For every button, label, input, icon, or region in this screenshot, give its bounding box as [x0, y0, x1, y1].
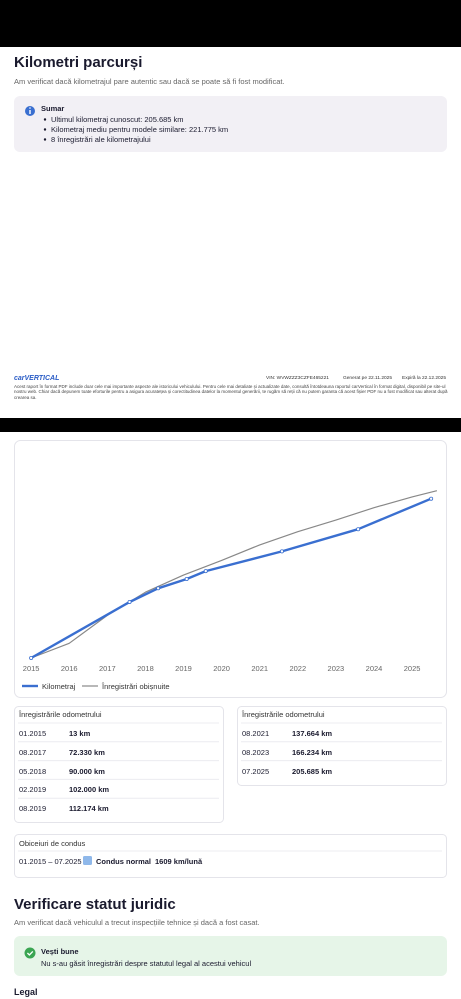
check-mark — [26, 950, 34, 956]
date-cell: 07.2025 — [242, 766, 270, 776]
data-point — [29, 655, 34, 660]
km-cell: 13 km — [69, 729, 91, 738]
date-cell: 08.2021 — [242, 729, 270, 738]
driving-title: Obiceiuri de condus — [19, 839, 86, 848]
logo: carVERTICAL — [14, 375, 60, 382]
date-cell: 08.2023 — [242, 747, 270, 757]
series-line — [30, 490, 438, 659]
x-tick-label: 2019 — [175, 664, 192, 673]
data-point — [156, 586, 161, 591]
data-point — [127, 599, 132, 604]
x-tick-label: 2024 — [365, 664, 383, 673]
x-tick-label: 2018 — [137, 664, 154, 673]
summary-item: Ultimul kilometraj cunoscut: 205.685 km — [51, 115, 184, 124]
disclaimer: Acest raport în format PDF include doar … — [14, 384, 448, 400]
legend-label: Kilometraj — [42, 682, 76, 691]
table-box — [14, 706, 224, 823]
driving-swatch — [83, 856, 92, 865]
x-tick-label: 2022 — [289, 664, 307, 673]
section-title: Kilometri parcurși — [14, 54, 143, 71]
table-header: Înregistrările odometrului — [242, 710, 325, 719]
notice-text: Nu s-au găsit înregistrări despre statut… — [41, 959, 252, 968]
summary-title: Sumar — [41, 104, 65, 113]
km-cell: 72.330 km — [69, 747, 105, 757]
km-cell: 205.685 km — [292, 766, 333, 776]
table-box — [237, 706, 447, 786]
chart-card — [14, 440, 447, 698]
watermark: AUTOVIT.RO — [16, 980, 87, 991]
legend-label: Înregistrări obișnuite — [102, 682, 170, 691]
expiry-date: Expiră la 22.12.2025 — [402, 376, 447, 381]
date-cell: 05.2018 — [19, 766, 47, 776]
notice-box — [14, 936, 447, 976]
data-point — [279, 549, 284, 554]
data-point — [203, 569, 208, 574]
x-tick-label: 2020 — [213, 664, 230, 673]
check-icon — [24, 947, 36, 959]
driving-rate: 1609 km/lună — [155, 857, 203, 866]
km-cell: 90.000 km — [69, 766, 105, 776]
top-band — [0, 0, 461, 47]
section-title: Verificare statut juridic — [14, 896, 176, 913]
section-subtitle: Am verificat dacă kilometrajul pare aute… — [14, 77, 285, 86]
summary-item: Kilometraj mediu pentru modele similare:… — [51, 125, 229, 134]
x-tick-label: 2025 — [403, 664, 421, 673]
date-cell: 01.2015 — [19, 729, 47, 738]
date-cell: 02.2019 — [19, 785, 47, 795]
x-tick-label: 2016 — [60, 664, 78, 673]
data-point — [184, 576, 189, 581]
summary-item: 8 înregistrări ale kilometrajului — [51, 135, 151, 144]
section-subtitle: Am verificat dacă vehiculul a trecut ins… — [14, 918, 260, 927]
km-cell: 166.234 km — [292, 747, 333, 757]
table-header: Înregistrările odometrului — [19, 710, 102, 719]
page-break — [0, 418, 461, 432]
bullet — [43, 138, 47, 141]
x-tick-label: 2023 — [327, 664, 345, 673]
x-tick-label: 2017 — [98, 664, 116, 673]
km-cell: 102.000 km — [69, 785, 110, 795]
section-title: Legal — [14, 987, 38, 997]
km-cell: 137.664 km — [292, 729, 333, 738]
summary-box — [14, 96, 447, 152]
notice-title: Vești bune — [41, 947, 79, 956]
generated-date: Generat pe 22.11.2025 — [343, 376, 392, 381]
driving-period: 01.2015 – 07.2025 — [19, 857, 82, 866]
km-cell: 112.174 km — [69, 804, 109, 814]
driving-label: Condus normal — [96, 857, 152, 866]
series-line — [30, 497, 432, 660]
vin: VIN: WVWZZZ3CZFE465221 — [266, 376, 329, 381]
data-point — [356, 527, 361, 532]
bullet — [43, 118, 47, 121]
info-icon-dot — [29, 107, 31, 109]
driving-box — [14, 834, 447, 878]
x-tick-label: 2015 — [22, 664, 40, 673]
date-cell: 08.2017 — [19, 747, 47, 757]
bullet — [43, 128, 47, 131]
data-point — [429, 496, 434, 501]
info-icon-mark — [29, 110, 31, 114]
date-cell: 08.2019 — [19, 804, 47, 814]
x-tick-label: 2021 — [251, 664, 269, 673]
